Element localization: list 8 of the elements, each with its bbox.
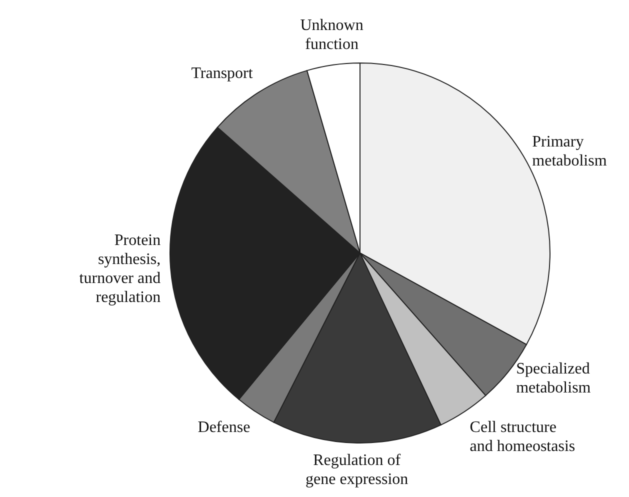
slice-label: Unknown function [300, 16, 364, 53]
slice-label: Primary metabolism [532, 134, 608, 170]
slice-label: Cell structure and homeostasis [470, 419, 576, 456]
slice-label: Protein synthesis, turnover and regulation [79, 232, 161, 306]
slice-label: Transport [191, 65, 254, 82]
slice-label: Specialized metabolism [516, 360, 592, 397]
slice-label: Defense [198, 419, 250, 436]
slice-label: Regulation of gene expression [306, 452, 408, 488]
